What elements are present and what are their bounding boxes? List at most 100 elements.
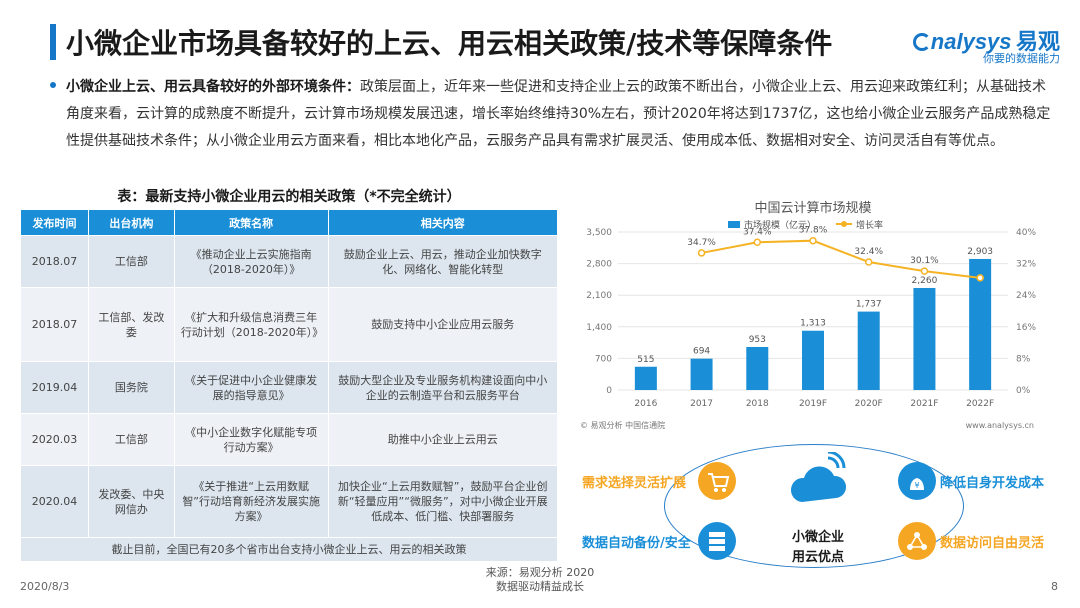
growth-line [701, 239, 981, 279]
growth-label: 30.1% [910, 256, 939, 266]
table-row: 2018.07 工信部 《推动企业上云实施指南（2018-2020年）》 鼓励企… [20, 235, 559, 288]
advantages-ellipse [664, 444, 964, 568]
center-line-2: 用云优点 [791, 550, 844, 565]
center-line-1: 小微企业 [791, 530, 844, 545]
cell-org: 工信部 [87, 235, 175, 288]
bullet-dot [50, 82, 56, 88]
footer-source-text: 来源：易观分析 2020 [485, 566, 595, 579]
chart-title: 中国云计算市场规模 [754, 200, 871, 216]
x-tick-label: 2020F [855, 399, 883, 409]
table-row: 2019.04 国务院 《关于促进中小企业健康发展的指导意见》 鼓励大型企业及专… [20, 361, 559, 414]
x-tick-label: 2017 [690, 399, 713, 409]
logo-brand-cn: 易观 [1015, 29, 1060, 54]
y-tick-label: 2,100 [586, 291, 612, 301]
growth-point [976, 274, 984, 282]
bar [634, 366, 657, 390]
legend-label-line: 增长率 [856, 219, 883, 231]
header-name: 政策名称 [173, 209, 329, 236]
table-header-row: 发布时间 出台机构 政策名称 相关内容 [20, 209, 559, 236]
cell-date: 2020.04 [20, 465, 89, 538]
table-row: 2020.03 工信部 《中小企业数字化赋能专项行动方案》 助推中小企业上云用云 [20, 413, 559, 466]
y-tick-label: 3,500 [586, 228, 612, 238]
growth-label: 34.7% [687, 238, 716, 248]
header-date: 发布时间 [20, 209, 89, 236]
growth-label: 37.8% [799, 226, 828, 236]
x-tick-label: 2019F [799, 399, 827, 409]
bar-value-label: 1,313 [800, 319, 826, 329]
bar-value-label: 694 [693, 347, 710, 357]
cell-date: 2018.07 [20, 287, 89, 362]
table-row: 2020.04 发改委、中央网信办 《关于推进“上云用数赋智”行动培育新经济发展… [20, 465, 559, 538]
table-footnote: 截止目前，全国已有20多个省市出台支持小微企业上云、用云的相关政策 [20, 537, 558, 562]
intro-paragraph: 小微企业上云、用云具备较好的外部环境条件：政策层面上，近年来一些促进和支持企业上… [66, 74, 1056, 155]
cell-name: 《中小企业数字化赋能专项行动方案》 [173, 413, 329, 466]
bar-value-label: 2,903 [967, 247, 993, 257]
chart-source: © 易观分析 中国信通院 [580, 420, 665, 430]
legend-swatch-bar [728, 221, 740, 228]
cell-org: 发改委、中央网信办 [87, 465, 175, 538]
cell-content: 鼓励大型企业及专业服务机构建设面向中小企业的云制造平台和云服务平台 [327, 361, 559, 414]
cell-date: 2019.04 [20, 361, 89, 414]
legend-marker-line [841, 221, 847, 227]
intro-text: 政策层面上，近年来一些促进和支持企业上云的政策不断出台，小微企业上云、用云迎来政… [66, 79, 1051, 149]
adv-label-cost: 降低自身开发成本 [940, 476, 1045, 491]
server-icon [698, 522, 736, 560]
bar-value-label: 2,260 [912, 276, 938, 286]
chart-website: www.analysys.cn [966, 421, 1034, 430]
adv-label-access: 数据访问自由灵活 [940, 536, 1045, 551]
logo-mark-icon [912, 33, 931, 51]
advantages-diagram: 小微企业 用云优点 需求选择灵活扩展 ¥ 降低自身开发成本 数据自动备份/安全 … [568, 440, 1068, 570]
cell-name: 《关于促进中小企业健康发展的指导意见》 [173, 361, 329, 414]
cell-name: 《关于推进“上云用数赋智”行动培育新经济发展实施方案》 [173, 465, 329, 538]
network-icon [898, 522, 936, 560]
cell-content: 加快企业“上云用数赋智”，鼓励平台企业创新“轻量应用”“微服务”，对中小微企业开… [327, 465, 559, 538]
table-footnote-row: 截止目前，全国已有20多个省市出台支持小微企业上云、用云的相关政策 [20, 537, 558, 562]
intro-bold: 小微企业上云、用云具备较好的外部环境条件： [66, 79, 360, 95]
x-tick-label: 2018 [746, 399, 769, 409]
x-tick-label: 2016 [634, 399, 657, 409]
cell-org: 工信部、发改委 [87, 287, 175, 362]
cell-date: 2018.07 [20, 235, 89, 288]
cell-org: 工信部 [87, 413, 175, 466]
bar [690, 358, 713, 390]
growth-point [920, 267, 929, 275]
page-title: 小微企业市场具备较好的上云、用云相关政策/技术等保障条件 [66, 27, 833, 60]
x-tick-label: 2021F [910, 399, 938, 409]
bar [802, 330, 824, 390]
bar [913, 287, 936, 390]
cell-org: 国务院 [87, 361, 175, 414]
growth-point [864, 258, 873, 266]
bar [969, 258, 992, 390]
footer-tagline: 数据驱动精益成长 [496, 580, 584, 593]
header-content: 相关内容 [327, 209, 559, 236]
footer-source: 来源：易观分析 2020 数据驱动精益成长 [0, 566, 1080, 594]
title-accent-bar [50, 24, 56, 60]
x-tick-label: 2022F [966, 399, 994, 409]
growth-label: 32.4% [854, 247, 883, 257]
cell-content: 助推中小企业上云用云 [327, 413, 559, 466]
policy-table: 发布时间 出台机构 政策名称 相关内容 2018.07 工信部 《推动企业上云实… [20, 209, 559, 562]
cell-date: 2020.03 [20, 413, 89, 466]
svg-text:¥: ¥ [914, 481, 919, 490]
bar [746, 346, 769, 390]
header-org: 出台机构 [87, 209, 175, 236]
y2-tick-label: 40% [1016, 228, 1036, 238]
logo-slogan: 你要的数据能力 [983, 53, 1060, 65]
cell-content: 鼓励支持中小企业应用云服务 [327, 287, 559, 362]
cart-icon [698, 462, 736, 500]
bar-value-label: 515 [637, 355, 654, 365]
y-tick-label: 2,800 [586, 260, 612, 270]
advantages-center-label: 小微企业 用云优点 [778, 528, 858, 568]
page-number: 8 [1051, 580, 1058, 593]
y2-tick-label: 16% [1016, 323, 1036, 333]
cloud-market-chart: 中国云计算市场规模 市场规模（亿元） 增长率 0 700 1,400 2,100 2,800 3… [568, 190, 1068, 440]
y2-tick-label: 24% [1016, 291, 1036, 301]
legend-label-bar: 市场规模（亿元） [744, 219, 816, 231]
analysys-logo: nalysys 易观 你要的数据能力 [912, 24, 1060, 65]
table-row: 2018.07 工信部、发改委 《扩大和升级信息消费三年行动计划（2018-20… [20, 287, 559, 362]
bar-value-label: 1,737 [856, 300, 882, 310]
growth-point [809, 236, 817, 245]
logo-brand: nalysys [930, 29, 1012, 54]
y2-tick-label: 8% [1016, 354, 1031, 364]
